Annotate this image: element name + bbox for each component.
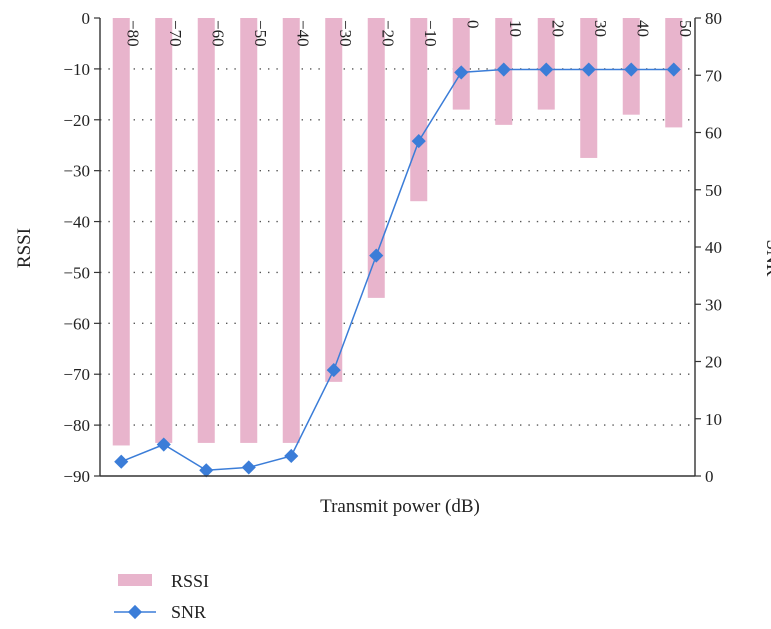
snr-point — [114, 454, 129, 469]
category-label: −20 — [378, 20, 397, 47]
legend-rssi-label: RSSI — [171, 571, 209, 591]
category-label: −10 — [421, 20, 440, 47]
rssi-bar — [155, 18, 173, 443]
legend-rssi-swatch — [118, 574, 152, 586]
right-axis-title: SNR — [762, 240, 771, 277]
left-tick-label: −80 — [63, 416, 90, 435]
snr-point — [666, 62, 681, 77]
right-tick-label: 20 — [705, 353, 722, 372]
rssi-bar — [240, 18, 258, 443]
legend-snr-label: SNR — [171, 602, 206, 622]
category-label: 20 — [548, 20, 567, 37]
rssi-bar — [452, 18, 470, 110]
axes — [99, 18, 696, 477]
snr-series — [114, 62, 681, 478]
left-axis-ticks: 0 −10 −20 −30 −40 −50 −60 −70 −80 −90 — [63, 9, 100, 486]
right-tick-label: 0 — [705, 467, 714, 486]
rssi-bars — [112, 18, 683, 446]
snr-point — [241, 460, 256, 475]
right-tick-label: 70 — [705, 66, 722, 85]
right-tick-label: 50 — [705, 181, 722, 200]
category-label: −30 — [336, 20, 355, 47]
snr-point — [496, 62, 511, 77]
snr-point — [539, 62, 554, 77]
rssi-bar — [325, 18, 343, 382]
left-tick-label: 0 — [82, 9, 91, 28]
left-tick-label: −90 — [63, 467, 90, 486]
snr-point — [199, 463, 214, 478]
left-tick-label: −60 — [63, 314, 90, 333]
category-label: −70 — [166, 20, 185, 47]
left-tick-label: −30 — [63, 162, 90, 181]
right-tick-label: 10 — [705, 410, 722, 429]
snr-point — [454, 65, 469, 80]
grid-lines — [100, 68, 695, 426]
category-label: 30 — [591, 20, 610, 37]
right-tick-label: 30 — [705, 295, 722, 314]
right-tick-label: 40 — [705, 238, 722, 257]
category-label: 40 — [633, 20, 652, 37]
category-label: −50 — [251, 20, 270, 47]
snr-point — [284, 448, 299, 464]
left-tick-label: −40 — [63, 213, 90, 232]
category-label: 50 — [676, 20, 695, 37]
rssi-bar — [367, 18, 385, 298]
right-axis-ticks: 80 70 60 50 40 30 20 10 0 — [695, 9, 722, 486]
rssi-bar — [282, 18, 300, 443]
category-label: 10 — [506, 20, 525, 37]
category-labels: −80 −70 −60 −50 −40 −30 −20 −10 0 10 20 30 40 50 — [123, 20, 695, 47]
snr-point — [156, 437, 171, 452]
left-tick-label: −10 — [63, 60, 90, 79]
category-label: −80 — [123, 20, 142, 47]
snr-point — [326, 363, 341, 378]
rssi-bar — [410, 18, 428, 202]
snr-point — [581, 62, 596, 77]
right-tick-label: 80 — [705, 9, 722, 28]
right-tick-label: 60 — [705, 124, 722, 143]
x-axis-title: Transmit power (dB) — [320, 496, 480, 517]
rssi-bar — [197, 18, 215, 443]
left-tick-label: −20 — [63, 111, 90, 130]
category-label: 0 — [463, 20, 482, 29]
left-tick-label: −50 — [63, 263, 90, 282]
legend-snr-marker — [127, 604, 143, 620]
snr-line — [120, 68, 674, 472]
snr-point — [369, 248, 384, 263]
rssi-bar — [112, 18, 130, 446]
left-tick-label: −70 — [63, 365, 90, 384]
left-axis-title: RSSI — [14, 228, 35, 268]
category-label: −40 — [293, 20, 312, 47]
legend: RSSI SNR — [114, 571, 209, 622]
rssi-bar — [580, 18, 598, 158]
snr-point — [411, 134, 426, 149]
category-label: −60 — [208, 20, 227, 47]
snr-point — [624, 62, 639, 77]
